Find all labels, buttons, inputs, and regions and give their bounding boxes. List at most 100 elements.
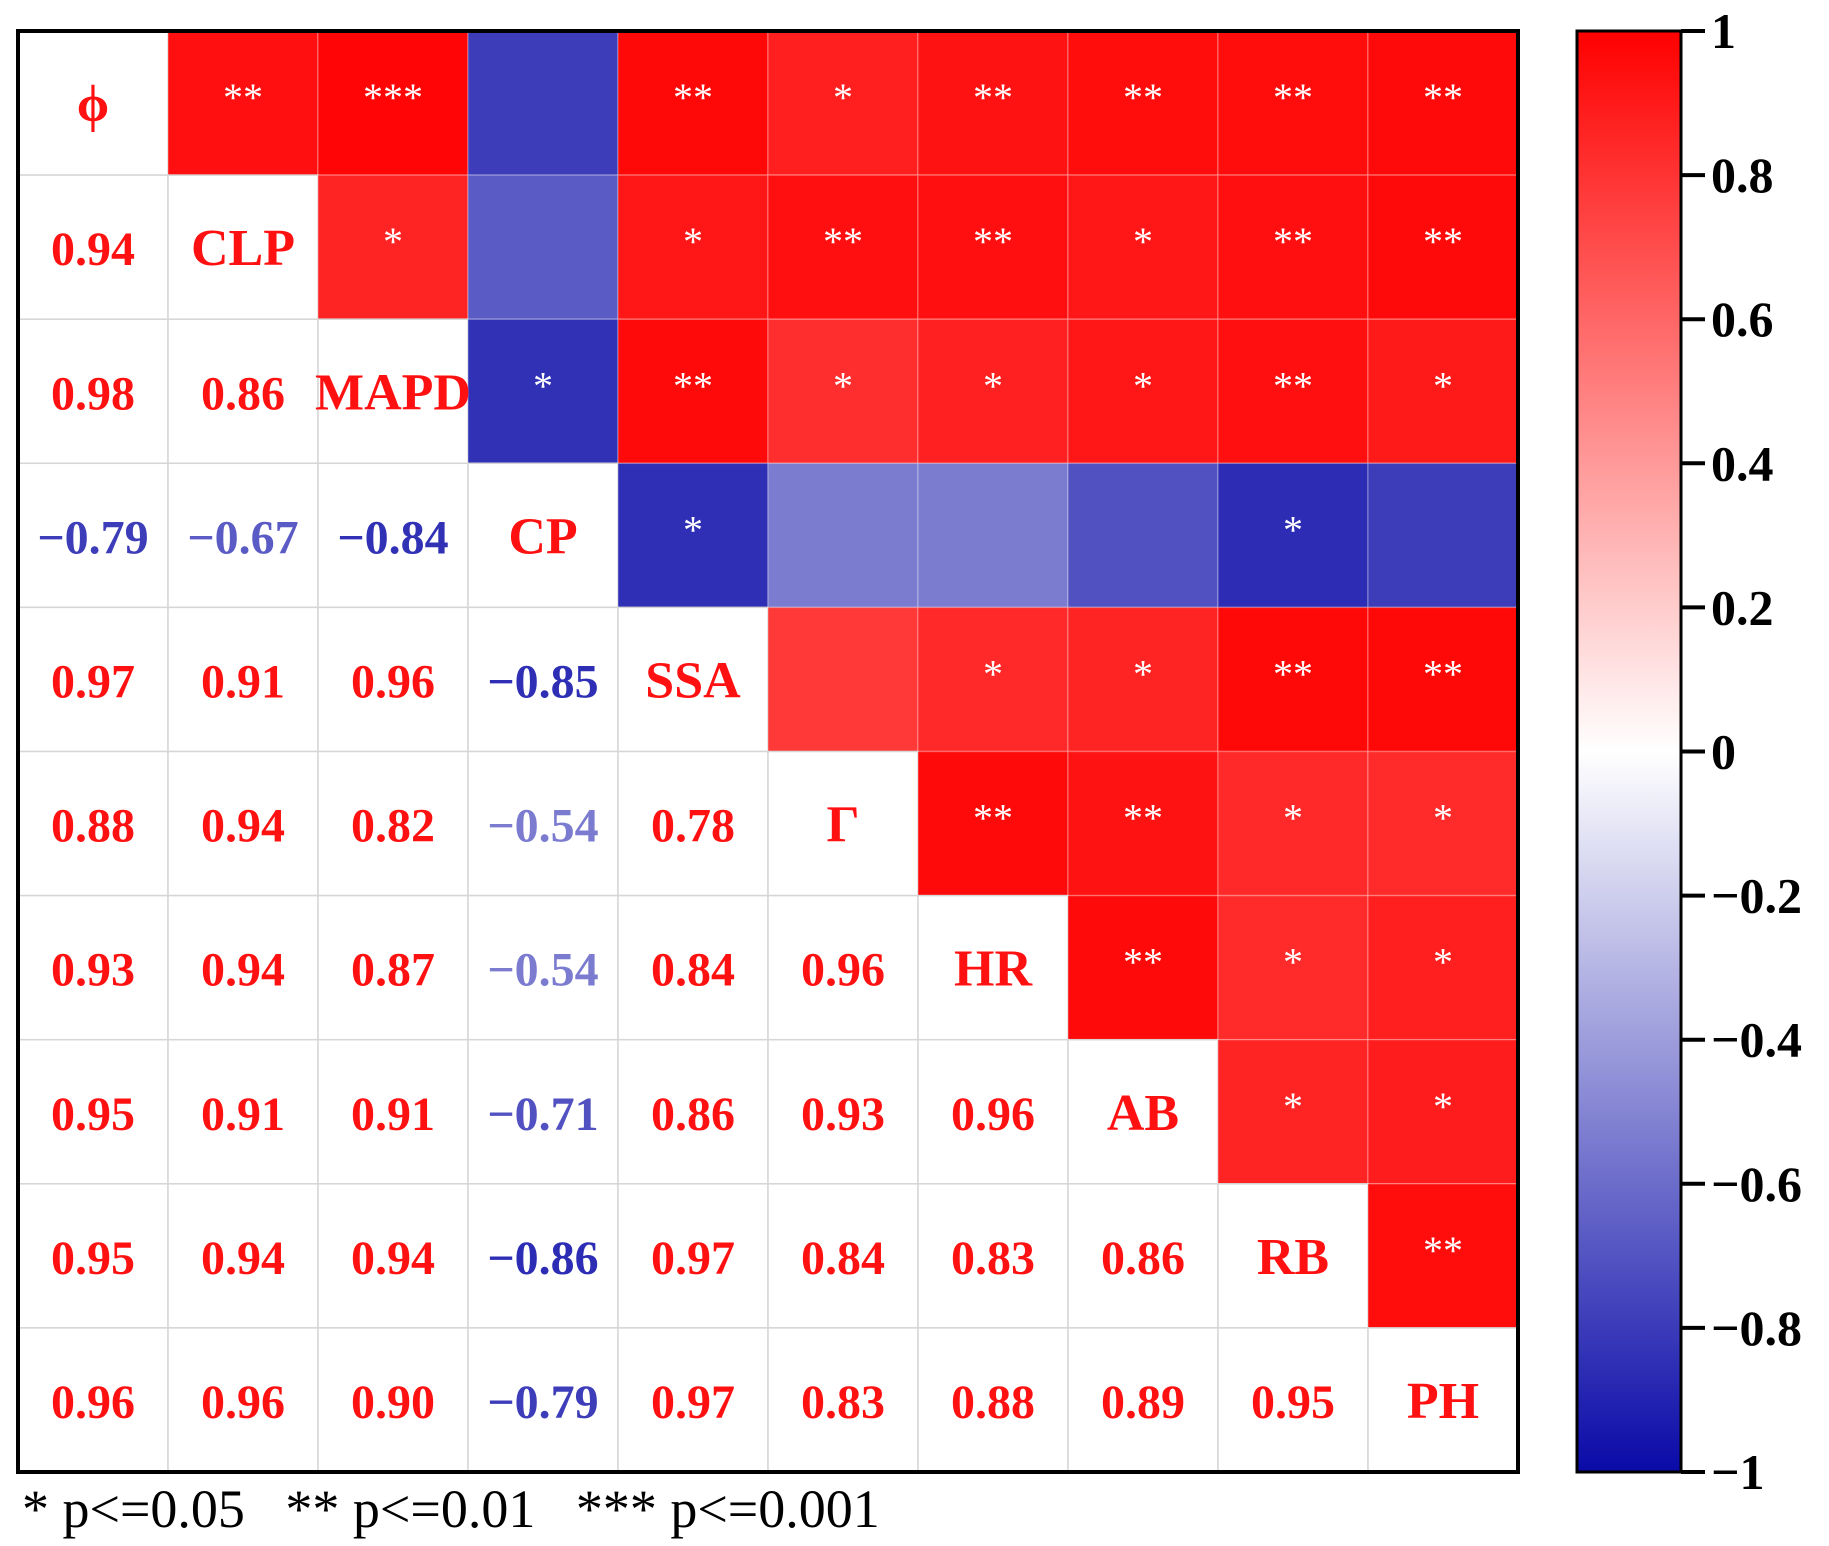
heatmap-cell-value	[167, 1183, 319, 1329]
significance-stars: **	[1273, 363, 1313, 408]
heatmap-cell-value	[467, 894, 619, 1041]
significance-stars: *	[983, 651, 1003, 696]
correlation-value: 0.93	[801, 1088, 885, 1141]
heatmap-cell-colored	[1367, 462, 1519, 609]
significance-stars: *	[1433, 796, 1453, 841]
correlation-value: 0.83	[801, 1376, 885, 1429]
colorbar-tick-label: 0.6	[1711, 291, 1774, 347]
correlation-value: 0.88	[51, 800, 135, 853]
heatmap-cell-value	[767, 1038, 919, 1185]
significance-stars: *	[1133, 651, 1153, 696]
colorbar-gradient	[1575, 29, 1683, 1474]
significance-stars: **	[1423, 219, 1463, 264]
significance-stars: **	[1423, 1228, 1463, 1273]
significance-stars: *	[983, 363, 1003, 408]
heatmap-cell-value	[167, 318, 319, 465]
correlation-value: −0.54	[487, 944, 598, 997]
significance-stars: **	[973, 75, 1013, 120]
heatmap-cell-colored	[917, 318, 1069, 465]
correlation-value: −0.86	[487, 1232, 598, 1285]
heatmap-cell-value	[617, 1038, 769, 1185]
heatmap-cell-value	[17, 750, 169, 897]
heatmap-cell-value	[317, 1038, 469, 1185]
heatmap-cell-colored	[767, 30, 919, 176]
variable-label: CLP	[191, 220, 295, 277]
colorbar-tick-label: 0	[1711, 724, 1736, 780]
significance-stars: **	[1273, 651, 1313, 696]
heatmap-cell-value	[467, 1183, 619, 1329]
correlation-value: 0.97	[51, 655, 135, 708]
heatmap-cell-colored	[1067, 462, 1219, 609]
significance-stars: **	[223, 75, 263, 120]
significance-stars: *	[1283, 507, 1303, 552]
correlation-value: 0.95	[1251, 1376, 1335, 1429]
variable-label: SSA	[645, 652, 741, 709]
heatmap-cell-value	[317, 750, 469, 897]
heatmap-cell-diagonal	[767, 750, 919, 897]
correlation-value: 0.95	[51, 1232, 135, 1285]
significance-stars: *	[533, 363, 553, 408]
colorbar-tick-label: −0.2	[1711, 868, 1802, 924]
heatmap-cell-value	[917, 1183, 1069, 1329]
correlation-value: 0.94	[351, 1232, 435, 1285]
correlation-value: 0.97	[651, 1232, 735, 1285]
heatmap-cell-value	[617, 750, 769, 897]
significance-stars: *	[1283, 796, 1303, 841]
correlation-value: 0.86	[1101, 1232, 1185, 1285]
heatmap-cell-value	[167, 1038, 319, 1185]
variable-label: AB	[1107, 1085, 1179, 1142]
heatmap-cell-colored	[617, 174, 769, 320]
heatmap-cell-colored	[317, 174, 469, 320]
colorbar-tick-label: −1	[1711, 1444, 1765, 1500]
correlation-value: 0.98	[51, 367, 135, 420]
heatmap-cell-colored	[917, 750, 1069, 897]
correlation-value: 0.94	[201, 800, 285, 853]
heatmap-cells	[17, 30, 1519, 1473]
heatmap-cell-colored	[617, 30, 769, 176]
correlation-value: −0.71	[487, 1088, 598, 1141]
heatmap-cell-value	[767, 1327, 919, 1473]
correlation-value: 0.96	[51, 1376, 135, 1429]
correlation-value: −0.54	[487, 800, 598, 853]
variable-label: Γ	[826, 797, 859, 854]
colorbar-tick-label: 0.4	[1711, 435, 1774, 491]
significance-stars: *	[833, 75, 853, 120]
correlation-value: −0.84	[337, 511, 448, 564]
colorbar-tick-label: −0.6	[1711, 1156, 1802, 1212]
variable-label: HR	[954, 941, 1033, 998]
heatmap-cell-value	[467, 1327, 619, 1473]
significance-stars: *	[1133, 363, 1153, 408]
heatmap-cell-colored	[1217, 174, 1369, 320]
heatmap-cell-diagonal	[317, 318, 469, 465]
heatmap-cell-colored	[767, 462, 919, 609]
heatmap-cell-diagonal	[167, 174, 319, 320]
colorbar-tick-label: 0.8	[1711, 147, 1774, 203]
significance-stars: **	[1123, 940, 1163, 985]
correlation-value: 0.94	[201, 1232, 285, 1285]
significance-stars: **	[1273, 219, 1313, 264]
heatmap-cell-colored	[1367, 174, 1519, 320]
heatmap-cell-value	[17, 318, 169, 465]
heatmap-cell-colored	[1367, 894, 1519, 1041]
correlation-value: −0.85	[487, 655, 598, 708]
correlation-value: 0.95	[51, 1088, 135, 1141]
variable-label: ϕ	[77, 76, 109, 133]
significance-stars: **	[973, 796, 1013, 841]
variable-label: PH	[1407, 1373, 1479, 1430]
correlation-value: 0.93	[51, 944, 135, 997]
significance-stars: **	[1273, 75, 1313, 120]
heatmap-cell-colored	[617, 318, 769, 465]
correlation-value: 0.91	[201, 1088, 285, 1141]
heatmap-cell-value	[467, 750, 619, 897]
heatmap-cell-value	[767, 1183, 919, 1329]
heatmap-cell-colored	[1367, 606, 1519, 753]
heatmap-cell-colored	[1067, 606, 1219, 753]
heatmap-cell-value	[617, 1183, 769, 1329]
correlation-value: 0.97	[651, 1376, 735, 1429]
heatmap-cell-colored	[1367, 30, 1519, 176]
variable-label: MAPD	[315, 364, 471, 421]
correlation-value: 0.82	[351, 800, 435, 853]
correlation-value: 0.94	[201, 944, 285, 997]
heatmap-cell-colored	[1067, 318, 1219, 465]
heatmap-labels: ϕ ** *** ** * ** ** ** **0.94 CLP * * ** ** * ** **0.98 0…	[37, 75, 1479, 1430]
